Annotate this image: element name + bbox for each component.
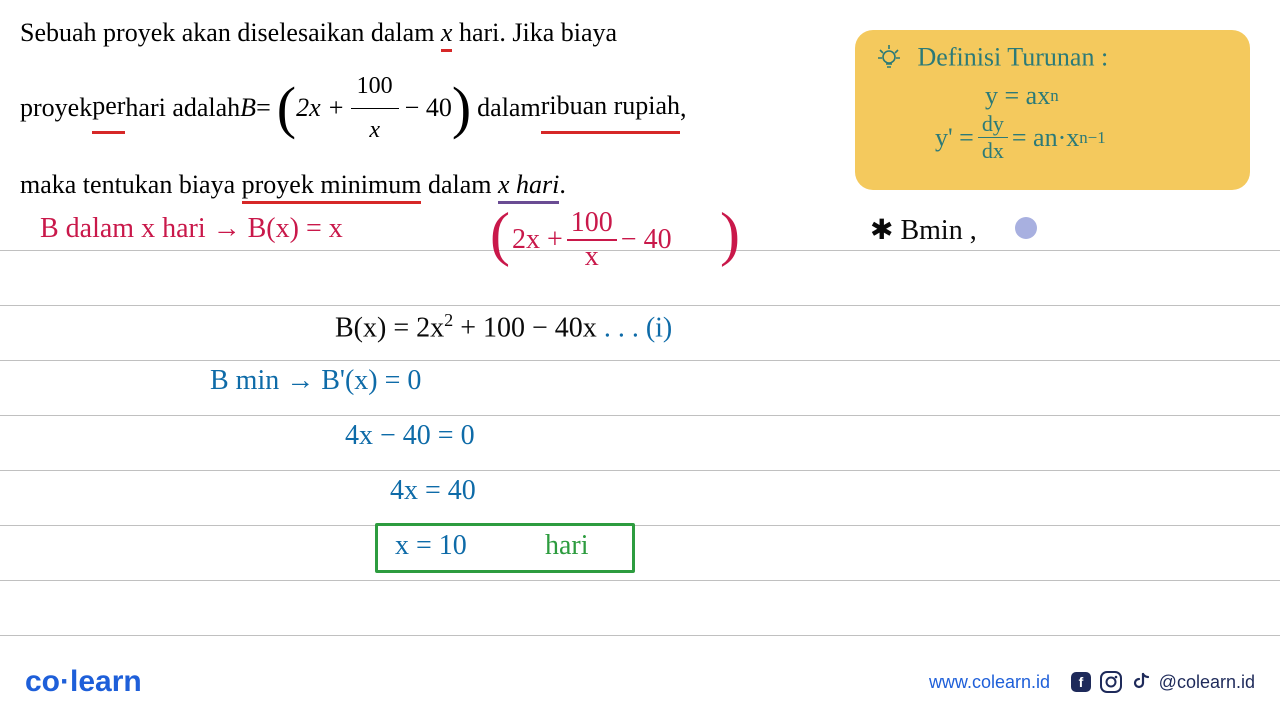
- work-row6a: x = 10: [395, 530, 467, 562]
- work-row1-star: ✱ Bmin ,: [870, 213, 977, 247]
- logo-a: co: [25, 665, 60, 698]
- text: proyek: [20, 85, 92, 132]
- paren-close: ): [452, 85, 471, 131]
- work-row4: 4x − 40 = 0: [345, 420, 475, 452]
- paren-close-red: ): [720, 200, 740, 269]
- formula-b: − 40: [405, 85, 452, 132]
- ruled-line: [0, 305, 1280, 306]
- instagram-icon: [1099, 670, 1123, 694]
- derivative-note: Definisi Turunan : y = axn y' = dy dx = …: [855, 30, 1250, 190]
- work-row3: B min → B'(x) = 0: [210, 365, 421, 397]
- footer: co·learn www.colearn.id f @colearn.id: [0, 662, 1280, 702]
- fraction: 100 x: [351, 65, 399, 152]
- text: hari adalah: [125, 85, 240, 132]
- purple-dot: [1015, 217, 1037, 239]
- eq2-sup: n−1: [1079, 128, 1105, 148]
- dx: dx: [978, 138, 1008, 164]
- problem-line-3: maka tentukan biaya proyek minimum dalam…: [20, 162, 820, 209]
- work-row5: 4x = 40: [390, 475, 476, 507]
- logo-b: learn: [70, 665, 142, 698]
- paren-open-red: (: [490, 200, 510, 269]
- row1-num: 100: [567, 207, 617, 241]
- word-per: per: [92, 83, 125, 135]
- work-row2: B(x) = 2x2 + 100 − 40x . . . (i): [335, 310, 672, 344]
- eq2-b: = an·x: [1012, 123, 1079, 153]
- eq2-a: y' =: [935, 123, 974, 153]
- row1-2x: 2x +: [512, 224, 563, 256]
- brand-logo: co·learn: [25, 665, 142, 699]
- eq1-a: y = ax: [985, 81, 1050, 111]
- social-block: f @colearn.id: [1069, 670, 1255, 694]
- social-handle: @colearn.id: [1159, 672, 1255, 693]
- ruled-line: [0, 525, 1280, 526]
- problem-line-1: Sebuah proyek akan diselesaikan dalam x …: [20, 10, 820, 57]
- numerator: 100: [351, 65, 399, 109]
- paren-open: (: [277, 85, 296, 131]
- work-area: B dalam x hari → B(x) = x ( (2x + 2x + 1…: [0, 215, 1280, 645]
- ruled-line: [0, 580, 1280, 581]
- note-title: Definisi Turunan :: [918, 42, 1109, 71]
- note-eq2: y' = dy dx = an·xn−1: [935, 111, 1230, 164]
- comma: ,: [680, 85, 687, 132]
- website-url: www.colearn.id: [929, 672, 1050, 693]
- ruled-line: [0, 415, 1280, 416]
- text: dalam: [477, 85, 541, 132]
- facebook-icon: f: [1069, 670, 1093, 694]
- note-title-row: Definisi Turunan :: [875, 42, 1230, 77]
- dy: dy: [978, 111, 1008, 138]
- tiktok-icon: [1129, 670, 1153, 694]
- eq: =: [256, 85, 271, 132]
- ruled-line: [0, 470, 1280, 471]
- ruled-line: [0, 360, 1280, 361]
- lightbulb-icon: [875, 42, 903, 77]
- note-frac: dy dx: [978, 111, 1008, 164]
- cost-formula: ( 2x + 100 x − 40 ): [277, 65, 471, 152]
- text: hari. Jika biaya: [452, 18, 617, 47]
- note-eq1: y = axn: [985, 81, 1230, 111]
- work-row6b: hari: [545, 530, 589, 562]
- word-minimum: proyek minimum: [242, 170, 422, 204]
- work-row1-inner: (2x + 2x + 100 x − 40: [512, 207, 672, 273]
- row1-den: x: [581, 241, 603, 273]
- dot: .: [559, 170, 566, 199]
- denominator: x: [363, 109, 386, 152]
- row1-c: − 40: [621, 224, 672, 256]
- word-ribuan: ribuan rupiah: [541, 83, 680, 135]
- problem-line-2: proyek per hari adalah B = ( 2x + 100 x …: [20, 65, 820, 152]
- svg-text:f: f: [1078, 674, 1083, 690]
- var-B: B: [240, 85, 256, 132]
- problem-statement: Sebuah proyek akan diselesaikan dalam x …: [20, 10, 820, 209]
- eq1-sup: n: [1050, 86, 1058, 106]
- text: maka tentukan biaya: [20, 170, 242, 199]
- formula-a: 2x +: [296, 85, 345, 132]
- ruled-line: [0, 635, 1280, 636]
- work-row1-a: B dalam x hari → B(x) = x: [40, 213, 343, 245]
- text: Sebuah proyek akan diselesaikan dalam: [20, 18, 441, 47]
- row1-frac: 100 x: [567, 207, 617, 273]
- logo-dot: ·: [60, 665, 70, 698]
- text: dalam: [421, 170, 498, 199]
- var-x: x: [441, 18, 453, 52]
